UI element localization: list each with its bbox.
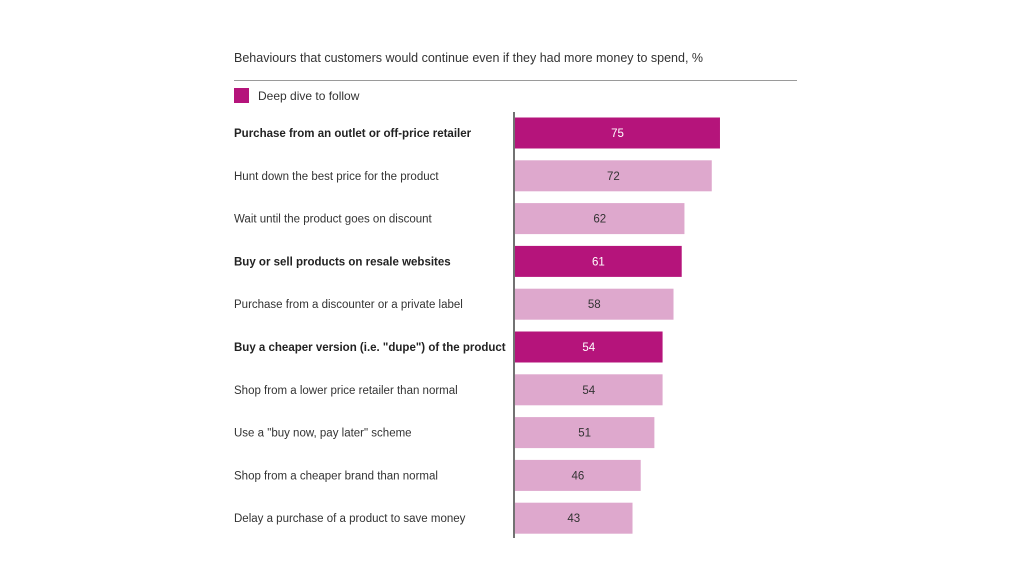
category-label: Buy a cheaper version (i.e. "dupe") of t… <box>234 342 506 354</box>
value-label: 62 <box>593 214 606 226</box>
bar <box>515 459 641 491</box>
category-label: Use a "buy now, pay later" scheme <box>234 428 412 440</box>
category-label: Hunt down the best price for the product <box>234 171 439 183</box>
bar <box>515 245 682 277</box>
category-label: Delay a purchase of a product to save mo… <box>234 513 466 525</box>
value-label: 58 <box>588 299 601 311</box>
category-label: Shop from a lower price retailer than no… <box>234 385 458 397</box>
legend-label: Deep dive to follow <box>258 89 360 103</box>
bar <box>515 502 633 534</box>
bar <box>515 203 685 235</box>
value-label: 54 <box>582 342 595 354</box>
bar <box>515 417 655 449</box>
category-label: Shop from a cheaper brand than normal <box>234 470 438 482</box>
value-label: 61 <box>592 256 605 268</box>
value-label: 75 <box>611 128 624 140</box>
category-label: Buy or sell products on resale websites <box>234 256 451 268</box>
chart-title: Behaviours that customers would continue… <box>234 51 704 65</box>
bar <box>515 288 674 320</box>
category-label: Purchase from a discounter or a private … <box>234 299 463 311</box>
value-label: 51 <box>578 428 591 440</box>
category-label: Wait until the product goes on discount <box>234 214 433 226</box>
value-label: 72 <box>607 171 620 183</box>
title-divider <box>234 80 797 81</box>
bar <box>515 374 663 406</box>
bar <box>515 331 663 363</box>
value-label: 54 <box>582 385 595 397</box>
bar <box>515 117 720 149</box>
value-label: 46 <box>571 470 584 482</box>
value-label: 43 <box>567 513 580 525</box>
legend-swatch <box>234 88 249 103</box>
bar <box>515 160 712 192</box>
category-label: Purchase from an outlet or off-price ret… <box>234 128 472 140</box>
